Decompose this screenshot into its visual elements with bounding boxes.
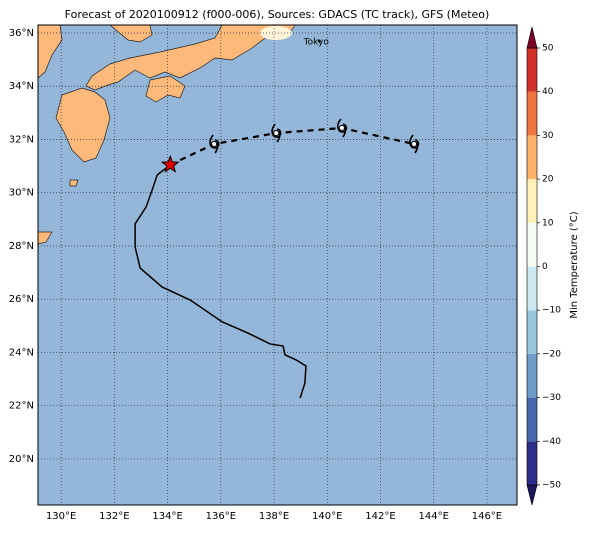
honshu bbox=[85, 24, 296, 91]
y-tick-label: 26°N bbox=[9, 294, 34, 305]
colorbar-segment bbox=[527, 179, 537, 223]
x-tick-label: 134°E bbox=[152, 511, 182, 522]
ocean bbox=[38, 25, 517, 505]
shikoku bbox=[145, 75, 186, 103]
colorbar-tick-label: −40 bbox=[542, 437, 561, 447]
colorbar-segment bbox=[527, 441, 537, 485]
tracks bbox=[134, 118, 420, 399]
colorbar-label: Min Temperature (°C) bbox=[569, 211, 580, 318]
typhoon-eye bbox=[338, 124, 345, 132]
colorbar-tick-label: −30 bbox=[542, 393, 561, 403]
x-tick-label: 144°E bbox=[419, 511, 449, 522]
past-track bbox=[134, 164, 307, 399]
typhoon-symbol bbox=[271, 123, 282, 143]
land bbox=[37, 24, 296, 245]
colorbar-under bbox=[526, 484, 538, 506]
y-tick-label: 34°N bbox=[9, 81, 34, 92]
x-tick-label: 140°E bbox=[312, 511, 342, 522]
y-tick-label: 24°N bbox=[9, 347, 34, 358]
y-tick-label: 28°N bbox=[9, 241, 34, 252]
x-tick-label: 132°E bbox=[99, 511, 129, 522]
y-tick-label: 36°N bbox=[9, 28, 34, 39]
grid bbox=[38, 25, 517, 505]
colorbar-tick-label: −50 bbox=[542, 481, 561, 491]
colorbar-segment bbox=[527, 135, 537, 180]
colorbar: −50 −40 −30 −20 −10 0 10 20 30 40 50 bbox=[526, 26, 561, 506]
colorbar-tick-label: −10 bbox=[542, 306, 561, 316]
typhoon-eye bbox=[273, 129, 280, 137]
typhoon-symbol bbox=[336, 118, 348, 138]
typhoon-symbol bbox=[209, 134, 220, 154]
map-frame bbox=[37, 24, 518, 506]
colorbar-tick-label: 10 bbox=[542, 218, 554, 228]
y-tick-label: 32°N bbox=[9, 134, 34, 145]
map-title: Forecast of 2020100912 (f000-006), Sourc… bbox=[65, 8, 490, 21]
colorbar-tick-label: 50 bbox=[542, 44, 554, 54]
x-tick-label: 146°E bbox=[472, 511, 502, 522]
y-tick-label: 22°N bbox=[9, 401, 34, 412]
x-tick-label: 130°E bbox=[46, 511, 76, 522]
colorbar-segment bbox=[527, 310, 537, 354]
colorbar-segment bbox=[527, 266, 537, 311]
island bbox=[69, 179, 79, 187]
y-tick-label: 20°N bbox=[9, 454, 34, 465]
typhoon-symbol bbox=[409, 134, 420, 154]
city-marker bbox=[317, 39, 321, 43]
colorbar-over bbox=[526, 26, 538, 49]
colorbar-tick-label: 20 bbox=[542, 175, 554, 185]
city-label: Tokyo bbox=[303, 37, 330, 47]
y-tick-label: 30°N bbox=[9, 188, 34, 199]
colorbar-segment bbox=[527, 353, 537, 398]
current-position bbox=[160, 154, 180, 173]
x-tick-label: 136°E bbox=[206, 511, 236, 522]
kyushu bbox=[55, 87, 111, 163]
colorbar-tick-label: 0 bbox=[542, 262, 548, 272]
colorbar-tick-label: 30 bbox=[542, 131, 554, 141]
colorbar-segment bbox=[527, 48, 537, 92]
colorbar-tick-label: −20 bbox=[542, 349, 561, 359]
x-tick-label: 138°E bbox=[259, 511, 289, 522]
typhoon-eye bbox=[410, 140, 418, 148]
typhoon-eye bbox=[211, 140, 218, 148]
colorbar-tick-label: 40 bbox=[542, 87, 554, 97]
colorbar-segment bbox=[527, 222, 537, 267]
colorbar-segment bbox=[527, 91, 537, 136]
x-tick-label: 142°E bbox=[365, 511, 395, 522]
colorbar-segment bbox=[527, 397, 537, 442]
